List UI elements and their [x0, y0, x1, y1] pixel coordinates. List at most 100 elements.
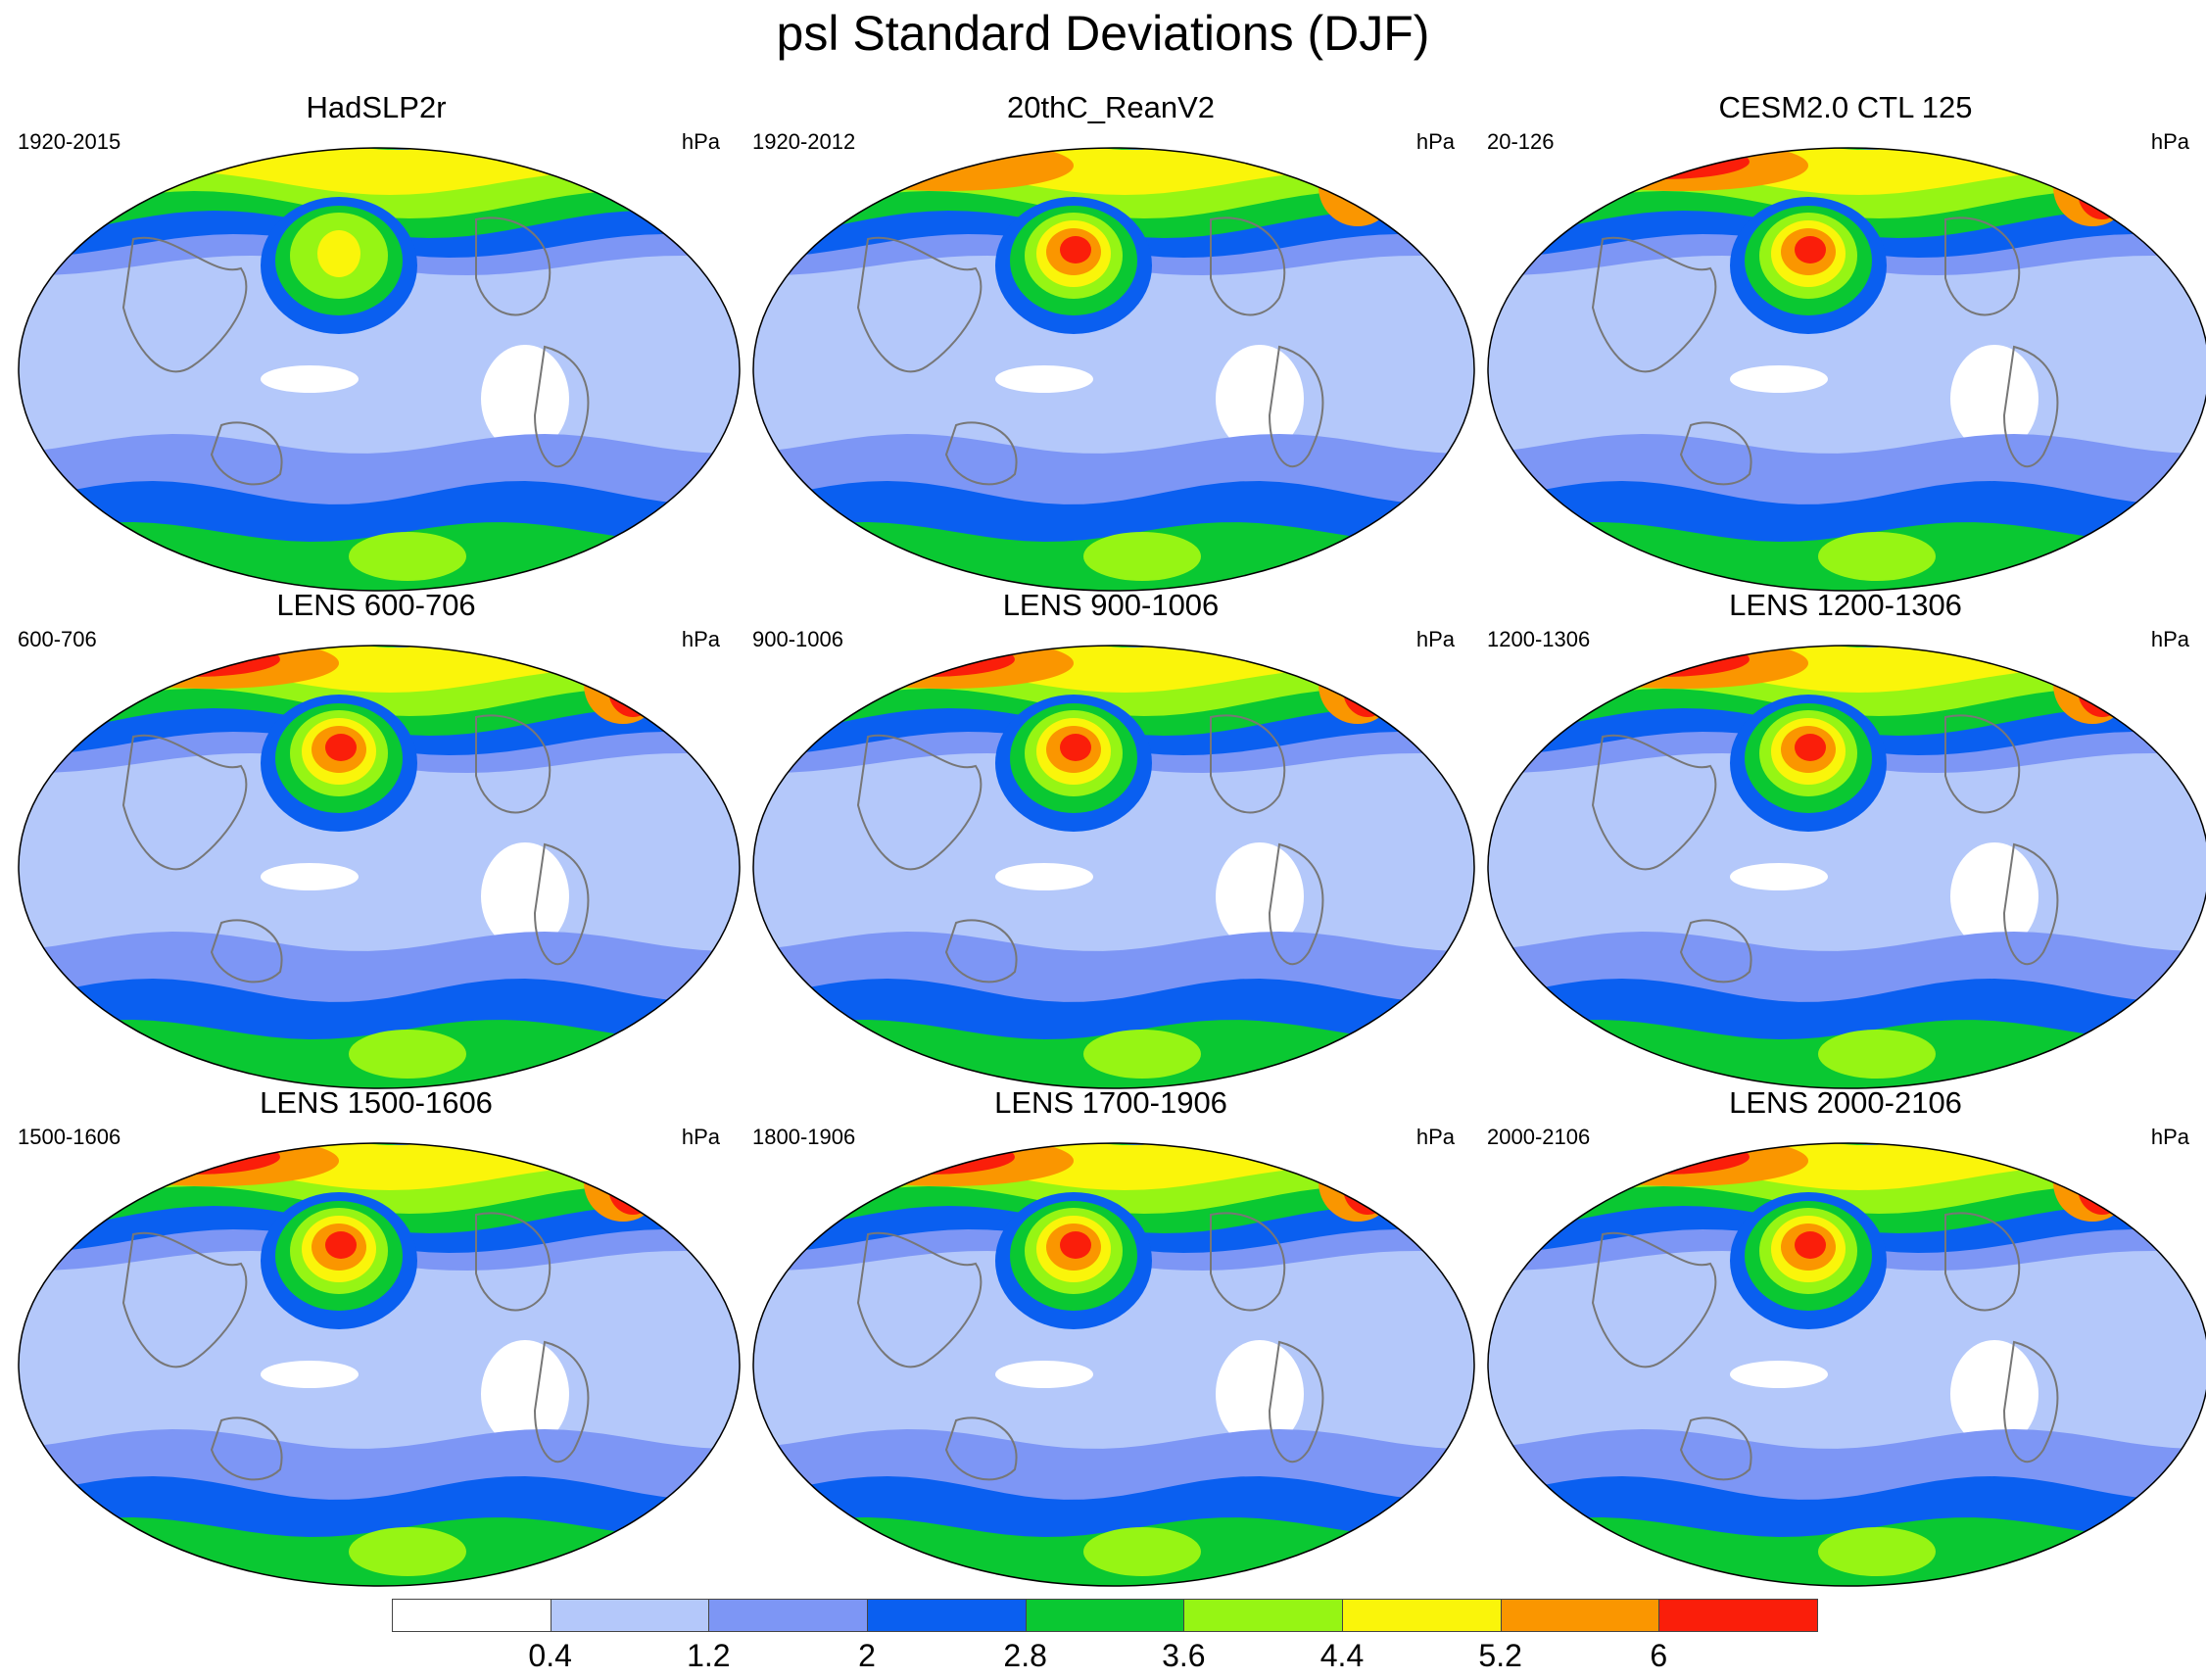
map-border: [752, 147, 1475, 592]
field-south-max: [349, 532, 466, 581]
panel-period-label: 20-126: [1487, 129, 1555, 154]
panel-title: LENS 1500-1606: [260, 1085, 493, 1120]
field-aleutian-8: [325, 734, 357, 761]
field-aleutian-8: [1060, 734, 1091, 761]
colorbar-label: 2.8: [1003, 1638, 1047, 1673]
panel-title: HadSLP2r: [306, 90, 447, 124]
colorbar-label: 0.4: [528, 1638, 572, 1673]
panel-title: LENS 2000-2106: [1729, 1085, 1962, 1120]
panel-title: CESM2.0 CTL 125: [1718, 90, 1973, 124]
panel-units-label: hPa: [1415, 1125, 1455, 1149]
field-south-max: [349, 1527, 466, 1576]
colorbar-swatch: [1342, 1599, 1502, 1632]
field-south-max: [1083, 1527, 1201, 1576]
panel-title: LENS 1700-1906: [994, 1085, 1227, 1120]
field-south-max: [1083, 532, 1201, 581]
field-aleutian-8: [1060, 236, 1091, 264]
colorbar-swatch: [392, 1599, 552, 1632]
panel-title: 20thC_ReanV2: [1007, 90, 1215, 124]
map-border: [752, 1142, 1475, 1587]
field-high-eurasia: [819, 646, 1074, 689]
field-low-tropics-central: [1730, 1361, 1828, 1388]
panel-title: LENS 900-1006: [1002, 588, 1220, 622]
map-border: [18, 645, 741, 1089]
panel-units-label: hPa: [681, 129, 720, 154]
field-low-tropics-east: [1950, 842, 2038, 950]
field-band-north-6: [1488, 148, 2206, 195]
field-band-north-6: [19, 1143, 740, 1190]
field-low-tropics-east: [481, 842, 569, 950]
field-low-tropics-east: [1216, 345, 1304, 453]
colorbar-swatch: [550, 1599, 710, 1632]
map: [752, 1142, 1475, 1587]
field-low-tropics-east: [481, 345, 569, 453]
colorbar-label: 4.4: [1319, 1638, 1365, 1673]
continent-outline: [856, 714, 1324, 984]
field-south-max: [1818, 1527, 1936, 1576]
field-low-tropics-east: [1950, 345, 2038, 453]
field-low-tropics-central: [1730, 863, 1828, 890]
field-high-eurasia: [1554, 1143, 1808, 1186]
colorbar-swatch: [1500, 1599, 1660, 1632]
colorbar-swatch: [1025, 1599, 1185, 1632]
field-aleutian-8: [1795, 236, 1826, 264]
map-panel: 20thC_ReanV2 1920-2012 hPa: [743, 90, 1479, 592]
field-low-tropics-central: [261, 863, 359, 890]
panel-units-label: hPa: [2150, 627, 2189, 651]
continent-outline: [121, 714, 590, 984]
colorbar-swatch: [1658, 1599, 1818, 1632]
field-aleutian-8: [1060, 1231, 1091, 1259]
field-low-tropics-central: [1730, 365, 1828, 393]
map: [752, 147, 1475, 592]
field-low-tropics-east: [1216, 1340, 1304, 1448]
colorbar-label: 5.2: [1478, 1638, 1522, 1673]
field-low-tropics-east: [1950, 1340, 2038, 1448]
panel-units-label: hPa: [1415, 129, 1455, 154]
map-panel: LENS 1500-1606 1500-1606 hPa: [8, 1085, 744, 1587]
map-panel: CESM2.0 CTL 125 20-126 hPa: [1477, 90, 2206, 592]
field-high-eurasia: [819, 1143, 1074, 1186]
map-border: [18, 1142, 741, 1587]
map-panel: LENS 1200-1306 1200-1306 hPa: [1477, 588, 2206, 1089]
colorbar-label: 6: [1650, 1638, 1668, 1673]
colorbar-swatch: [708, 1599, 868, 1632]
field-band-north-6: [1488, 1143, 2206, 1190]
field-band-north-6: [753, 1143, 1474, 1190]
map: [18, 645, 741, 1089]
field-south-max: [1818, 532, 1936, 581]
field-aleutian-8: [1795, 734, 1826, 761]
continent-outline: [121, 216, 590, 486]
panel-title: LENS 600-706: [276, 588, 476, 622]
map-border: [752, 645, 1475, 1089]
continent-outline: [856, 1212, 1324, 1481]
map: [1487, 1142, 2206, 1587]
field-south-max: [349, 1030, 466, 1079]
field-low-tropics-east: [481, 1340, 569, 1448]
colorbar-label: 1.2: [687, 1638, 731, 1673]
field-high-eurasia: [819, 148, 1074, 191]
panel-units-label: hPa: [681, 627, 720, 651]
panel-title: LENS 1200-1306: [1729, 588, 1962, 622]
field-band-north-6: [753, 646, 1474, 693]
field-low-tropics-central: [995, 365, 1093, 393]
colorbar-swatch: [1183, 1599, 1343, 1632]
panel-period-label: 1920-2015: [18, 129, 121, 154]
field-south-max: [1083, 1030, 1201, 1079]
field-low-tropics-east: [1216, 842, 1304, 950]
map-panel: LENS 2000-2106 2000-2106 hPa: [1477, 1085, 2206, 1587]
field-high-eurasia: [84, 646, 339, 689]
field-aleutian-8: [1795, 1231, 1826, 1259]
panel-period-label: 2000-2106: [1487, 1125, 1591, 1149]
field-aleutian-6: [317, 230, 360, 277]
continent-outline: [856, 216, 1324, 486]
continent-outline: [1591, 1212, 2059, 1481]
panel-period-label: 1200-1306: [1487, 627, 1591, 651]
field-high-atlantic: [1319, 148, 1397, 226]
panel-period-label: 1500-1606: [18, 1125, 121, 1149]
field-high-eurasia: [1554, 646, 1808, 689]
map-panel: LENS 600-706 600-706 hPa: [8, 588, 744, 1089]
field-low-tropics-central: [995, 863, 1093, 890]
field-band-north-6: [753, 148, 1474, 195]
map-border: [18, 147, 741, 592]
field-low-tropics-central: [261, 1361, 359, 1388]
